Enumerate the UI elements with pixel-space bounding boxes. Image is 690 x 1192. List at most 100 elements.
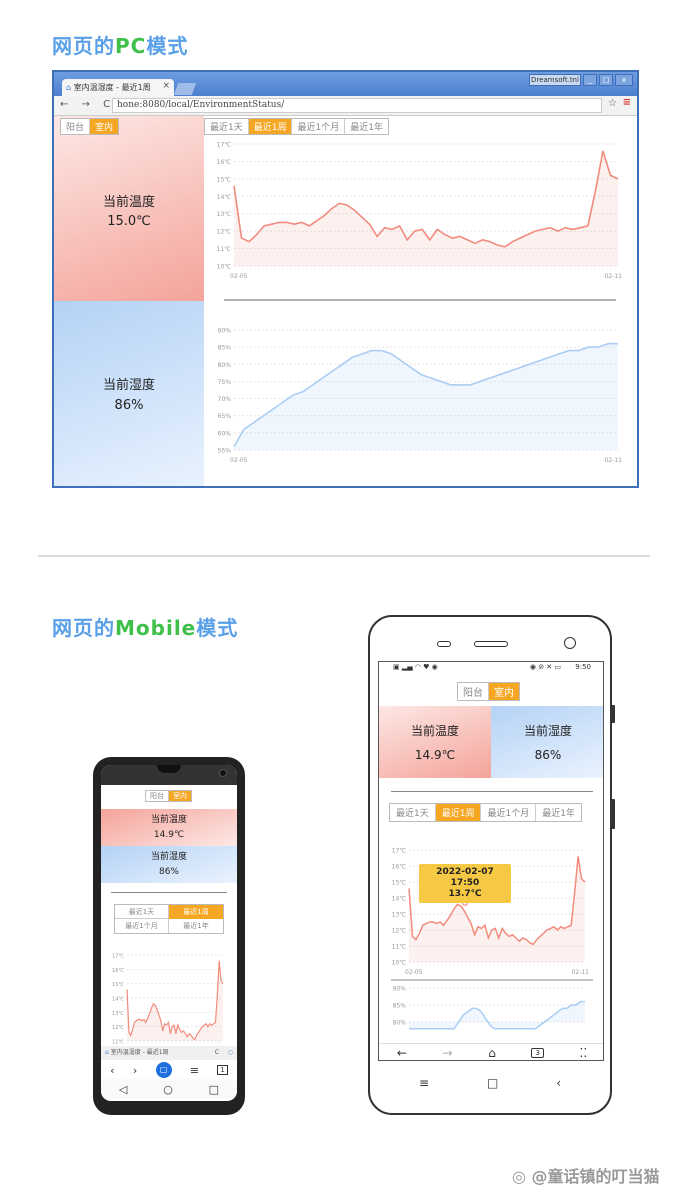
y-tick-label: 14℃ xyxy=(217,194,232,201)
y-tick-label: 11℃ xyxy=(392,944,407,951)
y-tick-label: 12℃ xyxy=(112,1025,124,1031)
y-tick-label: 17℃ xyxy=(392,848,407,855)
large-more-icon[interactable]: ⁚⁚ xyxy=(579,1045,588,1060)
large-range-switch: 最近1天 最近1周 最近1个月 最近1年 xyxy=(389,803,582,822)
y-tick-label: 17℃ xyxy=(112,954,124,960)
y-tick-label: 16℃ xyxy=(112,968,124,974)
large-back-icon[interactable]: ← xyxy=(396,1045,407,1060)
large-phone: ▣ ▂▄ ◠ ♥ ◉ ◉ ⊘ ✕ ▭ 9:50 阳台 室内 当前温度 14.9℃… xyxy=(368,615,615,1115)
small-tab-year[interactable]: 最近1年 xyxy=(183,922,209,930)
system-back-icon[interactable]: ‹ xyxy=(556,1076,562,1090)
small-tabs-icon[interactable]: 1 xyxy=(217,1065,228,1075)
tab-range-day[interactable]: 最近1天 xyxy=(205,119,249,134)
series-area xyxy=(127,960,223,1041)
small-menu-icon[interactable]: ≡ xyxy=(189,1063,200,1077)
small-search-icon[interactable]: ○ xyxy=(227,1049,233,1056)
signal-icons: ▣ ▂▄ ◠ ♥ ◉ xyxy=(393,663,438,671)
small-range-grid: 最近1天 最近1周 最近1个月 最近1年 xyxy=(114,904,224,934)
volume-up-button xyxy=(611,705,615,723)
large-hum-label: 当前湿度 xyxy=(523,724,572,738)
close-button[interactable]: x xyxy=(615,74,633,86)
tab-indoor[interactable]: 室内 xyxy=(90,119,119,134)
window-controls: Dreamsoft.tnl _ □ x xyxy=(529,74,633,86)
tab-range-week[interactable]: 最近1周 xyxy=(248,119,293,134)
user-badge: Dreamsoft.tnl xyxy=(529,74,581,86)
weibo-icon: ◎ xyxy=(512,1167,526,1186)
small-reload-icon[interactable]: C xyxy=(214,1049,219,1056)
y-tick-label: 65% xyxy=(218,413,232,420)
y-tick-label: 13℃ xyxy=(392,912,407,919)
large-tab-month[interactable]: 最近1个月 xyxy=(481,804,537,821)
maximize-button[interactable]: □ xyxy=(599,74,613,86)
pc-humidity-chart: 90% 85% 80% 75% 70% 65% 60% 55% 02-05 02-11 xyxy=(218,328,623,465)
large-temp-label: 当前温度 xyxy=(410,724,459,738)
browser-tab[interactable]: ⌂ 室内温湿度 - 最近1周 × xyxy=(62,79,174,96)
y-tick-label: 17℃ xyxy=(217,142,232,149)
system-recents-icon[interactable]: □ xyxy=(208,1082,220,1096)
url-input[interactable]: hone:8080/local/EnvironmentStatus/ xyxy=(112,98,602,113)
bookmark-star-icon[interactable]: ☆ xyxy=(608,98,617,109)
small-hum-label: 当前湿度 xyxy=(150,852,187,862)
small-tab-indoor[interactable]: 室内 xyxy=(169,791,191,801)
small-tab-month[interactable]: 最近1个月 xyxy=(115,919,169,933)
y-tick-label: 60% xyxy=(218,430,232,437)
system-back-icon[interactable]: ◁ xyxy=(118,1082,128,1096)
temp-value: 15.0℃ xyxy=(107,214,151,229)
status-time: 9:50 xyxy=(575,663,591,671)
new-tab-button[interactable] xyxy=(173,83,197,95)
tab-range-month[interactable]: 最近1个月 xyxy=(292,119,346,134)
small-location-switch: 阳台 室内 xyxy=(145,790,192,802)
status-icons: ◉ ⊘ ✕ ▭ xyxy=(529,663,561,671)
x-tick-label: 02-11 xyxy=(605,273,623,280)
large-phone-screen: ▣ ▂▄ ◠ ♥ ◉ ◉ ⊘ ✕ ▭ 9:50 阳台 室内 当前温度 14.9℃… xyxy=(378,661,604,1061)
menu-icon[interactable]: ≡ xyxy=(622,97,631,108)
large-temp-chart: 17℃ 16℃ 15℃ 14℃ 13℃ 12℃ 11℃ 10℃ 02-05 02-11 xyxy=(392,848,590,977)
minimize-button[interactable]: _ xyxy=(583,74,597,86)
y-tick-label: 12℃ xyxy=(217,229,232,236)
pc-browser-window: ⌂ 室内温湿度 - 最近1周 × Dreamsoft.tnl _ □ x ← →… xyxy=(52,70,639,488)
small-hum-value: 86% xyxy=(158,867,179,877)
system-home-icon[interactable]: □ xyxy=(486,1076,499,1090)
tooltip-time: 2022-02-07 17:50 xyxy=(436,867,494,888)
small-url-bar[interactable]: ⌂ 室内温湿度 - 最近1周 C ○ xyxy=(101,1046,237,1060)
x-tick-label: 02-05 xyxy=(405,969,423,976)
y-tick-label: 12℃ xyxy=(392,928,407,935)
large-forward-icon[interactable]: → xyxy=(442,1045,453,1060)
small-home-button[interactable]: ▢ xyxy=(155,1062,172,1078)
x-tick-label: 02-05 xyxy=(230,457,248,464)
large-home-icon[interactable]: ⌂ xyxy=(488,1045,496,1060)
pc-mode-heading: 网页的PC模式 xyxy=(52,34,189,58)
earpiece-speaker xyxy=(474,641,508,647)
large-tabs-icon[interactable]: 3 xyxy=(531,1047,544,1058)
small-temp-chart: 17℃ 16℃ 15℃ 14℃ 13℃ 12℃ 11℃ xyxy=(112,954,224,1045)
nav-buttons[interactable]: ← → C xyxy=(60,99,116,110)
large-tab-day[interactable]: 最近1天 xyxy=(390,804,436,821)
large-location-switch: 阳台 室内 xyxy=(457,682,520,701)
large-tab-year[interactable]: 最近1年 xyxy=(542,809,575,819)
small-tab-day[interactable]: 最近1天 xyxy=(115,905,169,919)
range-switch: 最近1天 最近1周 最近1个月 最近1年 xyxy=(204,118,389,135)
y-tick-label: 15℃ xyxy=(217,176,232,183)
y-tick-label: 10℃ xyxy=(217,264,232,271)
large-tab-indoor[interactable]: 室内 xyxy=(489,683,519,700)
large-tab-balcony[interactable]: 阳台 xyxy=(458,683,489,700)
small-phone-screen: 阳台 室内 当前温度 14.9℃ 当前湿度 86% 最近1天 最近1周 最近1个… xyxy=(101,765,237,1101)
small-forward-icon[interactable]: › xyxy=(132,1063,138,1077)
pc-temperature-chart: 17℃ 16℃ 15℃ 14℃ 13℃ 12℃ 11℃ 10℃ 02-05 02-11 xyxy=(217,142,623,281)
series-line xyxy=(126,960,224,1041)
small-back-icon[interactable]: ‹ xyxy=(110,1063,115,1077)
tab-close-icon[interactable]: × xyxy=(162,81,170,91)
system-menu-icon[interactable]: ≡ xyxy=(418,1076,430,1090)
series-area xyxy=(234,343,618,450)
system-home-icon[interactable]: ○ xyxy=(163,1082,173,1096)
small-tab-balcony[interactable]: 阳台 xyxy=(146,791,169,801)
tab-balcony[interactable]: 阳台 xyxy=(61,119,91,134)
large-tab-week[interactable]: 最近1周 xyxy=(435,804,482,821)
tab-range-year[interactable]: 最近1年 xyxy=(350,123,383,133)
browser-titlebar: ⌂ 室内温湿度 - 最近1周 × Dreamsoft.tnl _ □ x xyxy=(54,72,637,96)
small-system-keys: ◁ ○ □ xyxy=(101,1079,237,1099)
hum-label: 当前湿度 xyxy=(102,378,155,393)
mobile-mode-heading: 网页的Mobile模式 xyxy=(52,616,239,640)
home-icon: ⌂ xyxy=(66,83,72,92)
small-tab-week[interactable]: 最近1周 xyxy=(169,905,223,919)
